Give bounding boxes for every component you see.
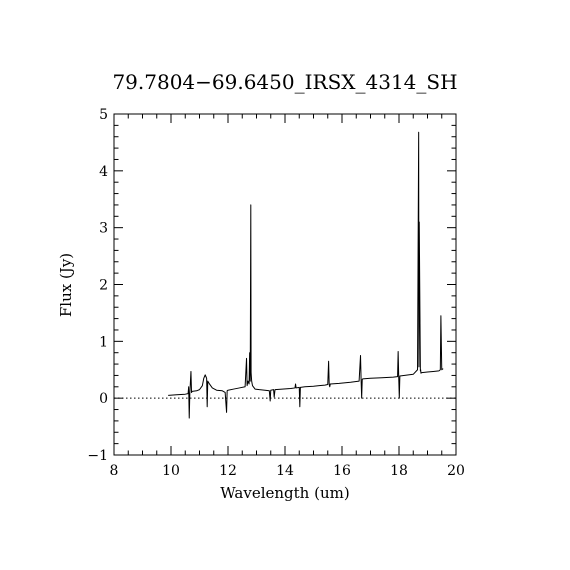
y-tick-label: 5 [99,107,108,123]
x-tick-labels: 8 10 12 14 16 18 20 [110,463,465,479]
series-line [168,131,444,419]
plot-frame [113,113,457,456]
y-tick-label: 0 [99,391,108,407]
y-tick-label: 2 [99,278,108,294]
chart-title: 79.7804−69.6450_IRSX_4314_SH [112,70,457,94]
x-axis-label: Wavelength (um) [220,484,349,502]
x-tick-label: 18 [390,463,408,479]
x-tick-label: 14 [276,463,294,479]
y-tick-label: 1 [99,334,108,350]
y-tick-labels: −1 0 1 2 3 4 5 [87,107,108,464]
axis-ticks [113,113,457,456]
x-tick-label: 20 [447,463,465,479]
x-tick-label: 8 [110,463,119,479]
y-tick-label: 4 [99,164,108,180]
y-tick-label: 3 [99,221,108,237]
x-tick-label: 16 [333,463,351,479]
x-tick-label: 12 [219,463,237,479]
plot-area [113,113,457,456]
y-tick-label: −1 [87,448,108,464]
y-axis-label: Flux (Jy) [57,253,75,317]
x-tick-label: 10 [162,463,180,479]
